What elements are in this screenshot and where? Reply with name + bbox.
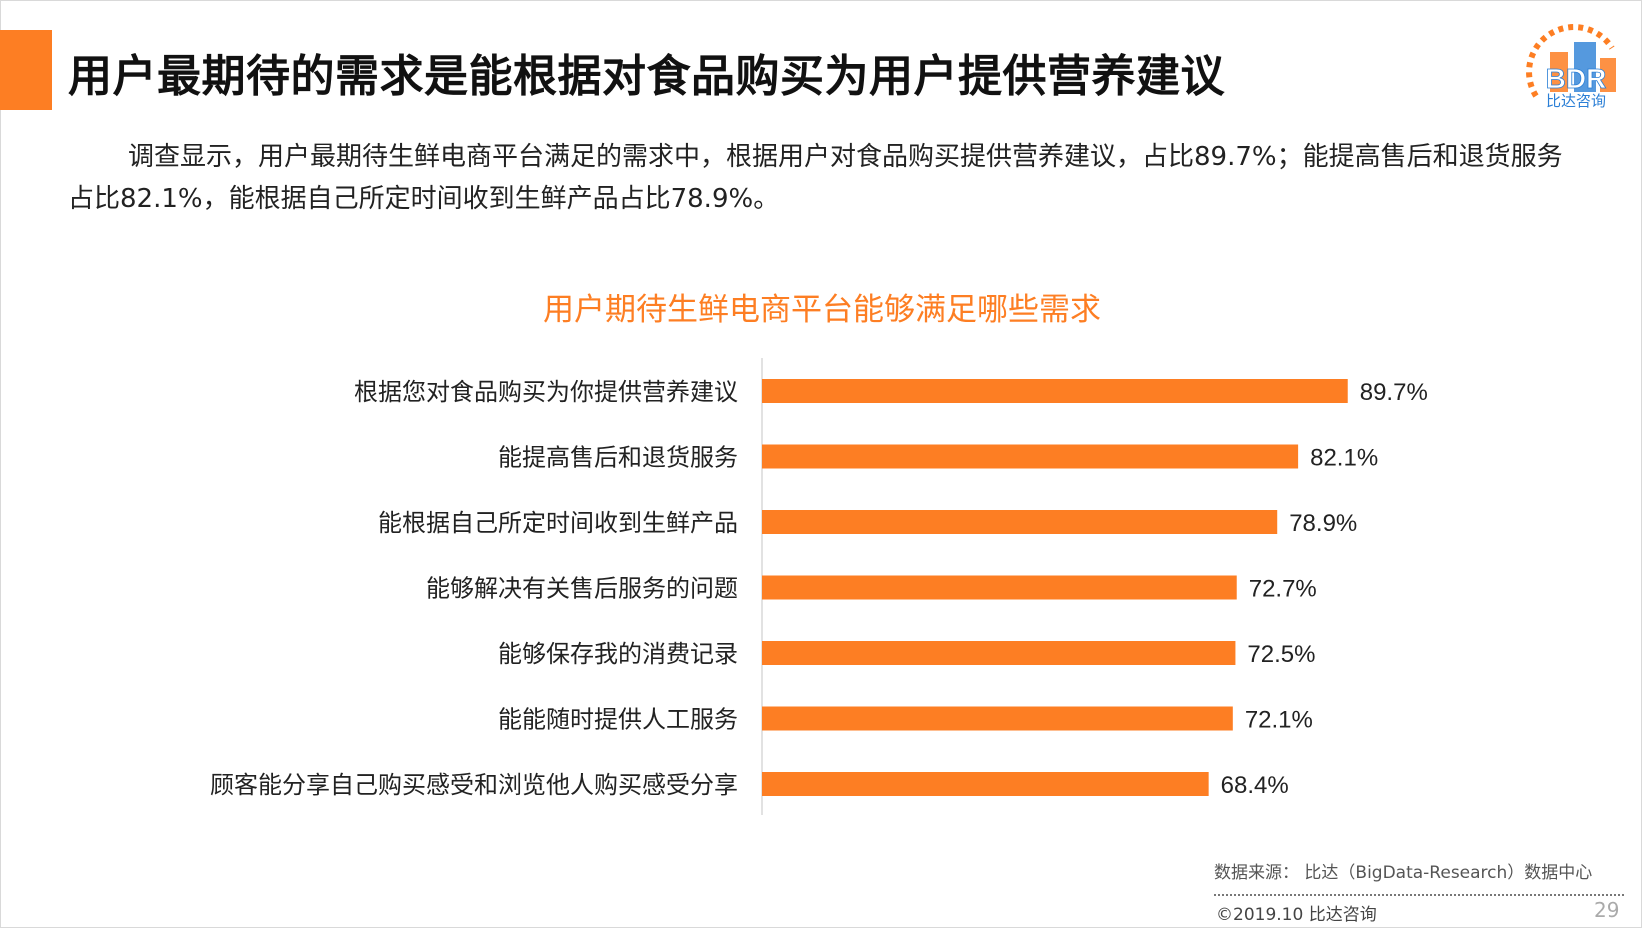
bar bbox=[762, 641, 1236, 665]
category-label: 能提高售后和退货服务 bbox=[498, 445, 738, 472]
value-label: 72.7% bbox=[1249, 576, 1317, 603]
title-accent-bar bbox=[0, 30, 52, 110]
bdr-logo-icon: BDR bbox=[1526, 24, 1616, 98]
bar bbox=[762, 510, 1278, 534]
value-label: 72.1% bbox=[1245, 707, 1313, 734]
category-label: 顾客能分享自己购买感受和浏览他人购买感受分享 bbox=[210, 772, 738, 799]
bar bbox=[762, 706, 1233, 731]
bar bbox=[762, 379, 1348, 403]
bar bbox=[762, 444, 1299, 469]
category-label: 能够解决有关售后服务的问题 bbox=[426, 576, 738, 603]
footer-divider bbox=[1214, 894, 1624, 896]
value-label: 68.4% bbox=[1221, 772, 1289, 799]
category-label: 能根据自己所定时间收到生鲜产品 bbox=[378, 510, 738, 537]
value-label: 82.1% bbox=[1310, 445, 1378, 472]
value-label: 78.9% bbox=[1289, 510, 1357, 537]
value-label: 72.5% bbox=[1247, 641, 1315, 668]
slide-title: 用户最期待的需求是能根据对食品购买为用户提供营养建议 bbox=[68, 51, 1225, 102]
copyright: ©2019.10 比达咨询 bbox=[1216, 905, 1377, 925]
bar-chart: 根据您对食品购买为你提供营养建议 89.7% 能提高售后和退货服务 82.1% 能根据自… bbox=[210, 358, 1428, 815]
category-label: 能能随时提供人工服务 bbox=[498, 707, 738, 734]
logo-mark: BDR bbox=[1546, 63, 1607, 94]
category-label: 根据您对食品购买为你提供营养建议 bbox=[354, 379, 738, 406]
chart-title: 用户期待生鲜电商平台能够满足哪些需求 bbox=[543, 292, 1101, 328]
bar bbox=[762, 772, 1209, 796]
data-source: 数据来源： 比达（BigData-Research）数据中心 bbox=[1214, 863, 1593, 883]
value-label: 89.7% bbox=[1360, 379, 1428, 406]
summary-text: 调查显示，用户最期待生鲜电商平台满足的需求中，根据用户对食品购买提供营养建议，占… bbox=[68, 142, 1563, 214]
page-number: 29 bbox=[1594, 898, 1620, 922]
logo-caption: 比达咨询 bbox=[1546, 92, 1607, 110]
category-label: 能够保存我的消费记录 bbox=[498, 641, 738, 668]
bar bbox=[762, 575, 1237, 600]
